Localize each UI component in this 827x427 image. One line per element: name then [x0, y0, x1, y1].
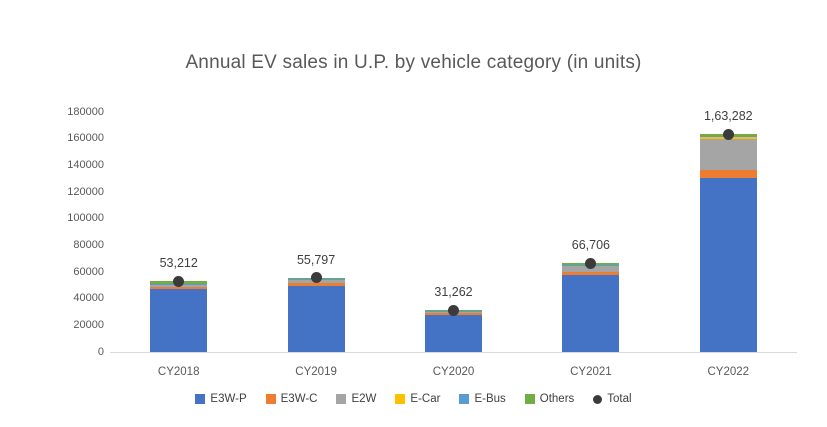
total-marker-cy2018 — [173, 275, 185, 287]
x-axis-line — [110, 352, 797, 353]
legend-label-total: Total — [607, 393, 632, 405]
legend-label-e3w-c: E3W-C — [280, 393, 318, 405]
legend-item-e2w: E2W — [336, 393, 376, 405]
y-axis-tick-label: 120000 — [67, 185, 104, 198]
total-data-label-cy2018: 53,212 — [159, 256, 198, 271]
x-axis-category-label-cy2022: CY2022 — [707, 366, 750, 378]
bar-segment-e3w-c-cy2019 — [287, 283, 345, 287]
y-axis-tick-label: 100000 — [67, 212, 104, 225]
bar-segment-e3w-p-cy2022 — [699, 178, 757, 352]
bar-segment-e3w-p-cy2018 — [150, 289, 208, 352]
legend-item-e3w-c: E3W-C — [265, 393, 318, 405]
x-axis-category-label-cy2018: CY2018 — [157, 366, 200, 378]
legend-label-e2w: E2W — [351, 393, 377, 405]
x-axis-category-label-cy2019: CY2019 — [295, 366, 337, 378]
bar-segment-e3w-c-cy2018 — [150, 287, 208, 290]
bar-segment-e3w-p-cy2021 — [562, 274, 620, 352]
y-axis-tick-label: 140000 — [67, 158, 104, 171]
bar-segment-e3w-p-cy2020 — [425, 315, 482, 352]
total-marker-cy2020 — [448, 304, 459, 316]
total-data-label-cy2019: 55,797 — [296, 252, 336, 267]
legend-swatch-e3w-p — [195, 394, 206, 404]
total-data-label-cy2020: 31,262 — [434, 285, 473, 300]
legend-swatch-e2w — [336, 394, 347, 404]
y-axis-tick-label: 0 — [97, 345, 104, 358]
legend-label-e-car: E-Car — [410, 393, 441, 405]
y-axis-tick-label: 160000 — [67, 132, 104, 145]
legend-swatch-e-bus — [459, 394, 470, 404]
y-axis-tick-label: 80000 — [73, 238, 104, 251]
legend: E3W-P E3W-C E2W E-Car E-Bus Others Total — [0, 393, 827, 405]
legend-swatch-e3w-c — [265, 394, 276, 404]
bar-segment-e2w-cy2022 — [699, 138, 757, 170]
legend-total-dot-icon — [593, 394, 603, 404]
legend-label-e-bus: E-Bus — [474, 393, 506, 405]
legend-item-e-car: E-Car — [395, 393, 440, 405]
bar-segment-e3w-c-cy2022 — [699, 170, 757, 178]
x-axis-category-label-cy2020: CY2020 — [432, 366, 475, 378]
x-axis-category-label-cy2021: CY2021 — [570, 366, 612, 378]
legend-item-e-bus: E-Bus — [459, 393, 506, 405]
y-axis-tick-label: 60000 — [73, 265, 104, 278]
legend-swatch-others — [524, 394, 535, 404]
legend-item-total: Total — [593, 393, 632, 405]
legend-item-others: Others — [524, 393, 575, 405]
y-axis-tick-label: 40000 — [73, 292, 104, 305]
legend-label-e3w-p: E3W-P — [210, 393, 247, 405]
total-data-label-cy2021: 66,706 — [571, 238, 610, 253]
y-axis-tick-label: 20000 — [73, 318, 104, 331]
bar-segment-e3w-p-cy2019 — [287, 286, 345, 352]
legend-swatch-e-car — [395, 394, 406, 404]
y-axis-tick-label: 180000 — [67, 105, 104, 118]
chart-title: Annual EV sales in U.P. by vehicle categ… — [185, 52, 642, 73]
legend-label-others: Others — [539, 393, 575, 405]
total-marker-cy2019 — [310, 272, 322, 284]
total-data-label-cy2022: 1,63,282 — [703, 109, 753, 124]
legend-item-e3w-p: E3W-P — [195, 393, 247, 405]
total-marker-cy2022 — [722, 128, 734, 140]
total-marker-cy2021 — [585, 257, 597, 269]
bar-segment-e3w-c-cy2021 — [562, 271, 620, 275]
